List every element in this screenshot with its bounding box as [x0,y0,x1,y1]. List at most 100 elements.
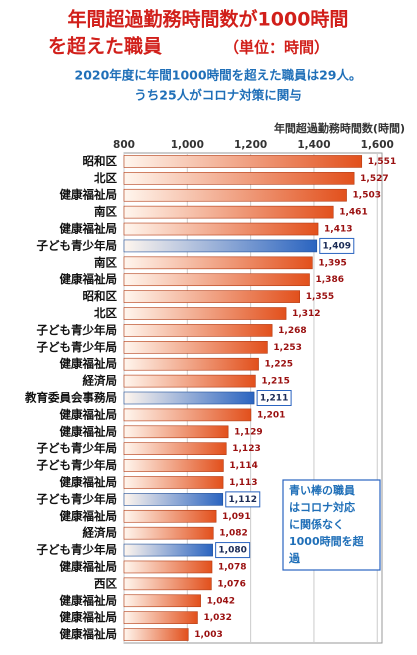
y-tick-label: 北区 [94,306,117,320]
y-tick-label: 健康福祉局 [60,559,118,573]
value-label: 1,395 [318,258,346,268]
y-tick-label: 健康福祉局 [60,475,118,489]
y-tick-label: 経済局 [83,374,118,388]
bar [123,425,229,439]
value-label: 1,091 [222,512,250,522]
x-axis-title: 年間超過勤務時間数(時間) [274,121,405,135]
value-label: 1,080 [218,546,246,556]
annotation-box [282,479,381,571]
x-tick-label: 1,600 [361,139,394,151]
y-tick-label: 健康福祉局 [60,424,118,438]
value-label: 1,386 [316,275,344,285]
bar [123,611,198,624]
x-tick-label: 1,000 [171,139,204,151]
bar [123,374,256,388]
y-tick-label: 子ども青少年局 [37,492,118,506]
y-tick-label: 健康福祉局 [60,509,118,523]
value-label: 1,312 [292,309,320,319]
bar [123,341,268,354]
y-tick-label: 子ども青少年局 [37,441,118,455]
subtitle: 2020年度に年間1000時間を超えた職員は29人。 [75,68,362,83]
bar [123,391,255,405]
y-tick-label: 子ども青少年局 [37,340,118,354]
y-tick-label: 健康福祉局 [60,357,118,371]
value-label: 1,123 [232,444,260,454]
bar [123,324,273,337]
value-label: 1,076 [217,579,245,589]
y-tick-label: 健康福祉局 [60,188,118,202]
value-label: 1,082 [219,529,247,539]
bar [123,222,319,236]
value-label: 1,215 [261,377,289,387]
x-tick-label: 1,200 [234,139,267,151]
y-tick-label: 健康福祉局 [60,593,118,607]
value-label: 1,042 [207,596,235,606]
value-label: 1,527 [360,174,388,184]
y-tick-label: 子ども青少年局 [37,458,118,472]
y-tick-label: 健康福祉局 [60,222,118,236]
y-tick-label: 昭和区 [83,289,118,303]
value-label-box [225,491,261,508]
value-label: 1,413 [324,225,352,235]
value-label: 1,225 [265,360,293,370]
bar [123,307,287,320]
chart-title: 年間超過勤務時間数が1000時間 [68,8,349,31]
y-tick-label: 子ども青少年局 [37,238,118,252]
bar [123,509,217,523]
annotation: に関係なく [289,517,344,531]
bar [123,493,224,506]
y-tick-label: 健康福祉局 [60,272,118,286]
y-tick-label: 健康福祉局 [60,627,118,641]
x-tick-label: 800 [113,139,135,151]
y-tick-label: 健康福祉局 [60,610,118,624]
value-label: 1,112 [229,495,257,505]
bar [123,239,318,253]
y-tick-label: 教育委員会事務局 [24,391,117,405]
value-label: 1,503 [353,191,381,201]
bar [123,408,252,422]
title-note: （単位：時間） [224,39,329,57]
bar [123,290,300,303]
value-label: 1,078 [218,562,246,572]
bar [123,357,259,371]
value-label: 1,113 [229,478,257,488]
bar [123,476,224,489]
value-label-box [215,542,251,559]
value-label: 1,114 [229,461,257,471]
bar [123,543,213,557]
chart-title: を超えた職員 [48,35,162,58]
y-tick-label: 西区 [94,576,117,590]
bar [123,459,224,472]
y-tick-label: 昭和区 [83,154,118,168]
bar [123,577,212,591]
annotation: 過 [288,551,301,565]
value-label: 1,211 [260,394,288,404]
y-tick-label: 子ども青少年局 [37,543,118,557]
bar [123,155,363,168]
bar [123,560,213,574]
value-label: 1,129 [234,427,262,437]
bar [123,256,313,270]
bar [123,273,310,287]
value-label: 1,003 [194,630,222,640]
subtitle: うち25人がコロナ対策に関与 [134,88,301,103]
x-tick-label: 1,400 [297,139,330,151]
value-label: 1,461 [339,208,367,218]
annotation: はコロナ対応 [289,500,355,514]
y-tick-label: 子ども青少年局 [37,323,118,337]
bar [123,442,227,455]
value-label: 1,032 [203,613,231,623]
value-label: 1,409 [323,241,351,251]
y-tick-label: 南区 [94,205,117,219]
bar [123,172,355,185]
bar [123,188,347,202]
bar [123,628,189,641]
value-label-box [256,390,292,406]
y-tick-label: 健康福祉局 [60,407,118,421]
value-label: 1,253 [273,343,301,353]
value-label: 1,268 [278,326,306,336]
bar [123,205,334,219]
bar [123,526,214,540]
value-label-box [319,237,355,254]
